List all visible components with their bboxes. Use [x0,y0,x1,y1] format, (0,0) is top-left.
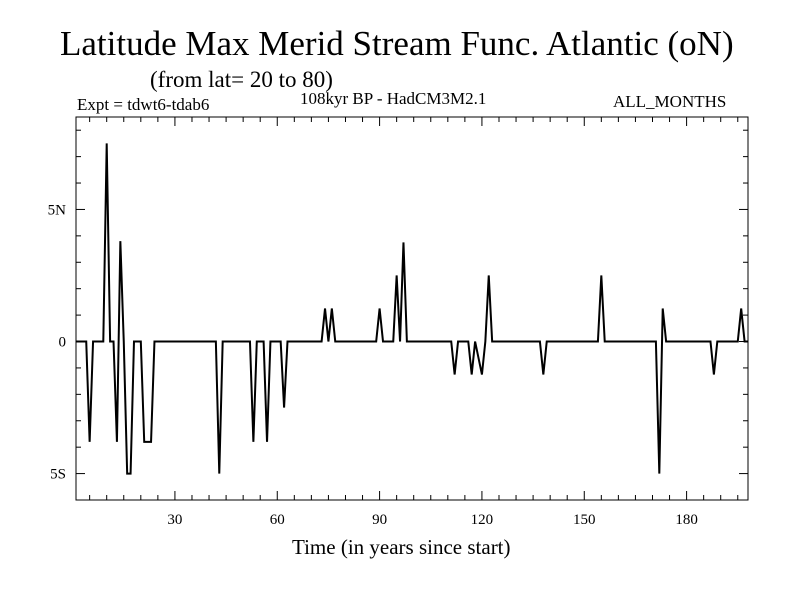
x-tick-label: 90 [372,512,387,528]
tick-marks [76,117,748,500]
model-label: 108kyr BP - HadCM3M2.1 [300,89,487,108]
y-tick-label: 5S [50,467,66,483]
chart-subtitle: (from lat= 20 to 80) [150,67,333,92]
x-axis-label: Time (in years since start) [292,535,511,559]
x-tick-label: 30 [167,512,182,528]
x-tick-label: 60 [270,512,285,528]
y-tick-label: 5N [48,202,67,218]
series-line [76,143,748,475]
y-tick-label: 0 [59,335,67,351]
season-label: ALL_MONTHS [613,92,727,111]
x-tick-label: 150 [573,512,596,528]
experiment-label: Expt = tdwt6-tdab6 [77,95,210,114]
tick-labels: 30 60 90 120 150 180 5N 0 5S [48,202,698,528]
plot-frame [75,116,749,501]
series-layer [76,143,748,475]
x-tick-label: 180 [675,512,698,528]
chart-title: Latitude Max Merid Stream Func. Atlantic… [60,24,734,63]
x-tick-label: 120 [471,512,494,528]
